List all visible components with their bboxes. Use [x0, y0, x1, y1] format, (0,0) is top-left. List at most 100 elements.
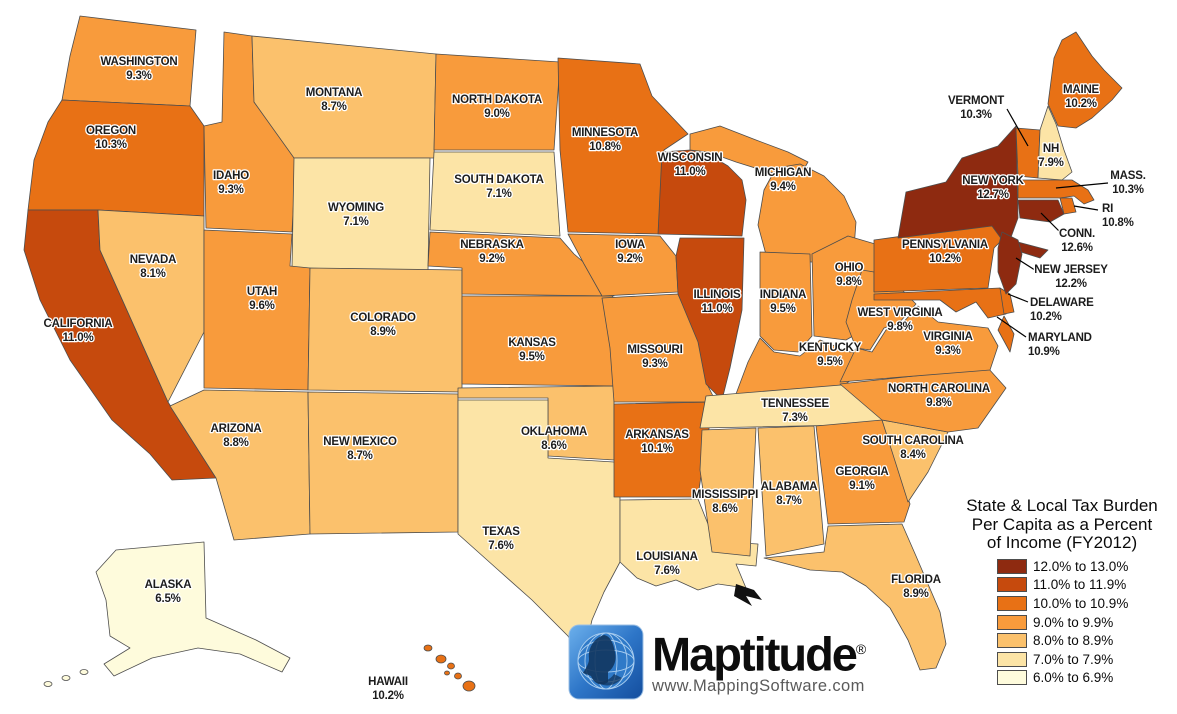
state-label-mn: MINNESOTA — [572, 127, 638, 139]
state-georgia — [815, 419, 911, 525]
state-label-ct: 12.6% — [1061, 242, 1093, 254]
map-title: State & Local Tax Burden Per Capita as a… — [948, 496, 1176, 553]
state-label-id: 9.3% — [218, 184, 243, 196]
maptitude-logo[interactable]: Maptitude® www.MappingSoftware.com — [568, 624, 866, 700]
state-label-in: INDIANA — [760, 289, 807, 301]
leader-line-rhode-island — [1073, 205, 1099, 211]
map-title-line2: Per Capita as a Percent — [971, 514, 1153, 534]
state-label-wa: WASHINGTON — [100, 56, 177, 68]
leader-line-massachusetts — [1055, 182, 1109, 189]
state-label-mn: 10.8% — [589, 141, 621, 153]
state-minnesota — [557, 57, 689, 235]
state-label-tx: TEXAS — [482, 526, 520, 538]
legend-swatch — [997, 670, 1027, 686]
state-label-ga: GEORGIA — [836, 466, 889, 478]
state-rhode-island — [1059, 197, 1077, 215]
state-label-nv: NEVADA — [130, 254, 177, 266]
legend-swatch — [997, 558, 1027, 574]
state-label-mo: MISSOURI — [627, 344, 682, 356]
state-label-wv: WEST VIRGINIA — [858, 307, 943, 319]
state-label-il: 11.0% — [702, 303, 733, 315]
state-label-tn: TENNESSEE — [761, 398, 829, 410]
state-label-ny: NEW YORK — [962, 175, 1024, 187]
state-label-ak: ALASKA — [145, 579, 192, 591]
state-label-nj: 12.2% — [1055, 278, 1087, 290]
state-label-wy: WYOMING — [328, 202, 384, 214]
state-label-mi: MICHIGAN — [755, 167, 812, 179]
state-label-wi: 11.0% — [675, 166, 706, 178]
state-alabama — [757, 425, 825, 557]
state-label-de: DELAWARE — [1030, 297, 1094, 309]
state-label-md: MARYLAND — [1028, 332, 1092, 344]
state-label-ny: 12.7% — [977, 189, 1009, 201]
state-label-ma: 10.3% — [1112, 184, 1144, 196]
legend-swatch — [997, 577, 1027, 593]
legend-swatch — [997, 651, 1027, 667]
state-label-nd: NORTH DAKOTA — [452, 94, 542, 106]
state-wisconsin — [657, 149, 747, 237]
state-hawaii — [423, 644, 476, 692]
state-maine — [1047, 31, 1123, 129]
mapping-software-link[interactable]: www.MappingSoftware.com — [652, 677, 865, 696]
state-label-or: 10.3% — [95, 139, 127, 151]
state-label-ks: 9.5% — [519, 351, 544, 363]
state-label-ia: IOWA — [615, 239, 645, 251]
state-label-fl: FLORIDA — [891, 574, 941, 586]
state-label-ky: KENTUCKY — [799, 342, 862, 354]
state-label-ok: 8.6% — [541, 440, 566, 452]
mississippi-delta — [734, 584, 762, 606]
legend-label: 11.0% to 11.9% — [1033, 577, 1127, 593]
state-label-oh: OHIO — [835, 262, 864, 274]
state-label-sd: 7.1% — [486, 188, 511, 200]
state-label-az: 8.8% — [223, 437, 248, 449]
state-label-az: ARIZONA — [211, 423, 262, 435]
legend-label: 8.0% to 8.9% — [1033, 633, 1114, 649]
legend-item: 10.0% to 10.9% — [997, 595, 1128, 611]
state-label-ut: 9.6% — [249, 300, 274, 312]
state-label-co: 8.9% — [370, 326, 395, 338]
state-label-ok: OKLAHOMA — [521, 426, 587, 438]
state-label-me: MAINE — [1063, 84, 1100, 96]
state-nevada — [97, 209, 205, 403]
state-oregon — [27, 99, 205, 217]
state-label-mt: MONTANA — [306, 87, 363, 99]
state-florida — [763, 523, 947, 671]
state-label-al: ALABAMA — [761, 481, 818, 493]
state-north-dakota — [433, 53, 561, 151]
state-label-wy: 7.1% — [343, 216, 368, 228]
state-label-hi: HAWAII — [368, 676, 408, 688]
state-label-nh: 7.9% — [1038, 157, 1063, 169]
state-label-ga: 9.1% — [849, 480, 874, 492]
state-south-dakota — [429, 151, 561, 237]
legend-label: 7.0% to 7.9% — [1033, 651, 1114, 667]
leader-line-vermont — [1006, 108, 1029, 147]
state-illinois — [675, 237, 745, 401]
state-label-nj: NEW JERSEY — [1034, 264, 1108, 276]
state-label-ut: UTAH — [247, 286, 277, 298]
state-label-mi: 9.4% — [770, 181, 795, 193]
state-label-ms: 8.6% — [712, 503, 737, 515]
state-label-va: 9.3% — [935, 345, 960, 357]
maptitude-wordmark: Maptitude® — [652, 627, 867, 681]
state-label-vt: VERMONT — [948, 95, 1004, 107]
state-label-il: ILLINOIS — [694, 289, 741, 301]
state-label-tn: 7.3% — [782, 412, 807, 424]
state-label-la: LOUISIANA — [636, 551, 697, 563]
leader-line-connecticut — [1040, 212, 1060, 232]
state-connecticut — [1017, 199, 1065, 223]
state-mississippi — [699, 427, 757, 557]
legend-item: 7.0% to 7.9% — [997, 651, 1128, 667]
leader-line-delaware — [1007, 293, 1029, 303]
state-label-ri: 10.8% — [1102, 217, 1134, 229]
map-title-line1: State & Local Tax Burden — [966, 496, 1158, 515]
state-label-va: VIRGINIA — [923, 331, 973, 343]
state-label-ar: 10.1% — [641, 443, 673, 455]
state-label-ky: 9.5% — [817, 356, 842, 368]
state-label-nm: 8.7% — [347, 450, 372, 462]
state-label-oh: 9.8% — [836, 276, 861, 288]
state-label-pa: 10.2% — [929, 253, 961, 265]
state-label-ar: ARKANSAS — [625, 429, 689, 441]
state-label-ks: KANSAS — [508, 337, 556, 349]
